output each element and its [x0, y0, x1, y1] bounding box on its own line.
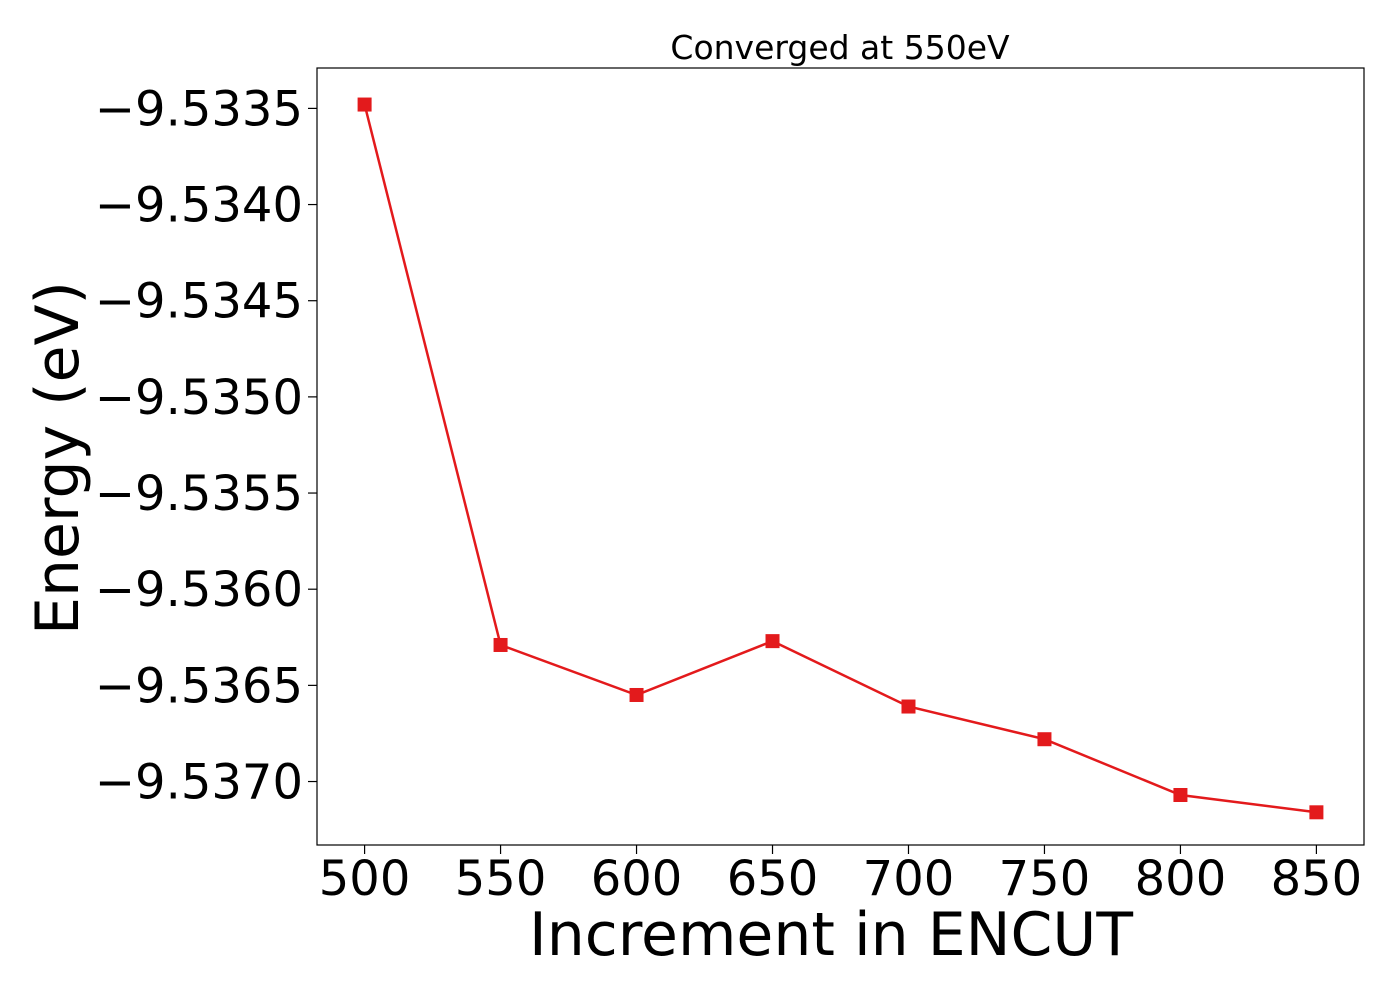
- series-line: [363, 104, 1317, 814]
- x-axis-label: Increment in ENCUT: [529, 900, 1133, 970]
- x-tick-label: 650: [727, 851, 819, 907]
- data-point: [1037, 732, 1052, 747]
- x-axis: 500 550 600 650 700 750 800 850: [319, 845, 1362, 907]
- chart-title: Converged at 550eV: [670, 28, 1010, 67]
- x-tick-label: 800: [1135, 851, 1227, 907]
- y-tick-label: −9.5340: [95, 178, 303, 234]
- x-tick-label: 750: [999, 851, 1091, 907]
- x-tick-label: 500: [319, 851, 411, 907]
- y-tick-label: −9.5335: [95, 81, 303, 137]
- y-axis: −9.5335 −9.5340 −9.5345 −9.5350 −9.5355 −9.53…: [95, 81, 317, 811]
- y-tick-label: −9.5345: [95, 274, 303, 330]
- y-tick-label: −9.5370: [95, 755, 303, 811]
- x-tick-label: 600: [591, 851, 683, 907]
- data-point: [765, 634, 780, 649]
- y-tick-label: −9.5355: [95, 466, 303, 522]
- data-point: [1173, 787, 1188, 802]
- y-axis-label: Energy (eV): [23, 281, 93, 635]
- x-tick-label: 700: [863, 851, 955, 907]
- x-tick-label: 550: [455, 851, 547, 907]
- y-tick-label: −9.5360: [95, 562, 303, 618]
- x-tick-label: 850: [1271, 851, 1363, 907]
- y-tick-label: −9.5350: [95, 370, 303, 426]
- data-point: [901, 699, 916, 714]
- data-point: [1309, 805, 1324, 820]
- plot-frame: [316, 67, 1365, 846]
- plot-area: [357, 97, 1324, 820]
- data-point: [629, 687, 644, 702]
- data-point: [357, 97, 372, 112]
- data-point: [493, 637, 508, 652]
- y-tick-label: −9.5365: [95, 658, 303, 714]
